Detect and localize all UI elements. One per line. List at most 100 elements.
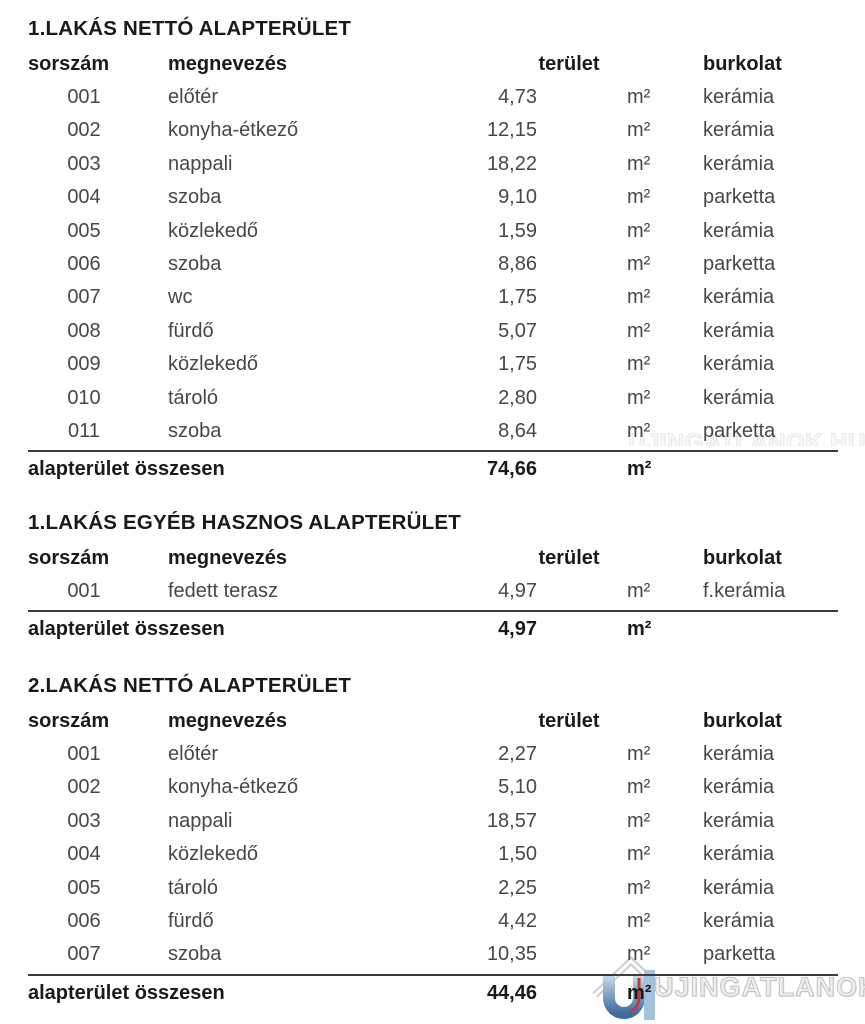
- room-name: tároló: [168, 876, 219, 899]
- area-unit: m²: [627, 286, 651, 309]
- table-2-body: 001 fedett terasz 4,97 m² f.kerámia: [0, 575, 865, 608]
- flooring-value: kerámia: [703, 319, 775, 342]
- table-1-title: 1.LAKÁS NETTÓ ALAPTERÜLET: [28, 17, 352, 40]
- table-row: 001 előtér 4,73 m² kerámia: [28, 81, 838, 114]
- area-value: 12,15: [486, 119, 537, 142]
- area-unit: m²: [627, 152, 651, 175]
- flooring-value: kerámia: [703, 743, 775, 765]
- table-2-header-row: sorszám megnevezés terület burkolat: [28, 542, 838, 575]
- area-unit: m²: [627, 219, 651, 242]
- area-value: 1,75: [498, 353, 537, 376]
- area-value: 1,75: [498, 286, 537, 309]
- table-section-1: 1.LAKÁS NETTÓ ALAPTERÜLET sorszám megnev…: [0, 16, 865, 488]
- table-row: 011 szoba 8,64 m² parketta: [28, 415, 838, 448]
- room-name: közlekedő: [168, 219, 259, 242]
- table-row: 003 nappali 18,57 m² kerámia: [28, 805, 838, 838]
- row-number: 007: [67, 286, 101, 309]
- area-unit: m²: [627, 419, 651, 442]
- table-row: 006 szoba 8,86 m² parketta: [28, 248, 838, 281]
- table-1-body: 001 előtér 4,73 m² kerámia 002 konyha-ét…: [0, 81, 865, 448]
- header-burkolat: burkolat: [703, 53, 782, 75]
- area-value: 4,42: [498, 909, 537, 932]
- flooring-value: f.kerámia: [703, 580, 786, 602]
- area-unit: m²: [627, 386, 651, 409]
- area-value: 18,57: [486, 809, 537, 832]
- table-row: 006 fürdő 4,42 m² kerámia: [28, 905, 838, 938]
- row-number: 005: [67, 876, 101, 899]
- room-name: nappali: [168, 152, 233, 175]
- area-value: 9,10: [498, 186, 537, 209]
- flooring-value: kerámia: [703, 909, 775, 932]
- header-burkolat: burkolat: [703, 547, 782, 569]
- total-unit: m²: [627, 618, 652, 641]
- area-unit: m²: [627, 776, 651, 799]
- table-row: 009 közlekedő 1,75 m² kerámia: [28, 348, 838, 381]
- table-section-2: 1.LAKÁS EGYÉB HASZNOS ALAPTERÜLET sorszá…: [0, 510, 865, 648]
- flooring-value: kerámia: [703, 876, 775, 899]
- row-number: 009: [67, 353, 101, 376]
- area-unit: m²: [627, 843, 651, 866]
- table-2-title: 1.LAKÁS EGYÉB HASZNOS ALAPTERÜLET: [28, 511, 461, 534]
- flooring-value: parketta: [703, 252, 776, 275]
- row-number: 011: [68, 419, 100, 442]
- table-3-title: 2.LAKÁS NETTÓ ALAPTERÜLET: [28, 674, 352, 697]
- room-name: közlekedő: [168, 353, 259, 376]
- header-terulet: terület: [538, 53, 600, 75]
- logo-red-accent: [629, 978, 641, 1014]
- total-value: 74,66: [486, 458, 537, 481]
- room-name: előtér: [168, 86, 219, 108]
- room-name: tároló: [168, 386, 219, 409]
- header-terulet: terület: [538, 547, 600, 569]
- area-value: 1,50: [498, 843, 537, 866]
- table-3-body: 001 előtér 2,27 m² kerámia 002 konyha-ét…: [0, 738, 865, 972]
- flooring-value: parketta: [703, 943, 776, 966]
- row-number: 001: [67, 743, 101, 765]
- header-sorszam: sorszám: [28, 710, 110, 732]
- total-unit: m²: [627, 981, 652, 1004]
- table-row: 007 szoba 10,35 m² parketta: [28, 938, 838, 971]
- flooring-value: kerámia: [703, 386, 775, 409]
- total-value: 4,97: [498, 618, 537, 641]
- area-unit: m²: [627, 86, 651, 108]
- header-burkolat: burkolat: [703, 710, 782, 732]
- table-1-total-row: alapterület összesen 74,66 m²: [28, 450, 838, 488]
- room-name: szoba: [168, 943, 222, 966]
- row-number: 005: [67, 219, 101, 242]
- room-name: fedett terasz: [168, 580, 279, 602]
- row-number: 006: [67, 909, 101, 932]
- area-value: 4,73: [498, 86, 537, 108]
- flooring-value: kerámia: [703, 843, 775, 866]
- ujingatlanok-logo-icon: [592, 956, 670, 1020]
- table-row: 010 tároló 2,80 m² kerámia: [28, 382, 838, 415]
- table-row: 004 közlekedő 1,50 m² kerámia: [28, 838, 838, 871]
- header-sorszam: sorszám: [28, 547, 110, 569]
- row-number: 001: [67, 580, 101, 602]
- area-unit: m²: [627, 743, 651, 765]
- header-megnevezes: megnevezés: [168, 53, 287, 75]
- area-unit: m²: [627, 943, 651, 966]
- area-value: 10,35: [486, 943, 537, 966]
- table-1-header-row: sorszám megnevezés terület burkolat: [28, 48, 838, 81]
- row-number: 002: [67, 119, 101, 142]
- room-name: szoba: [168, 252, 222, 275]
- row-number: 003: [67, 152, 101, 175]
- total-label: alapterület összesen: [28, 458, 225, 481]
- table-row: 004 szoba 9,10 m² parketta: [28, 181, 838, 214]
- total-label: alapterület összesen: [28, 618, 225, 641]
- watermark-text: UJINGATLANOK.HU: [653, 971, 865, 1002]
- area-value: 8,64: [498, 419, 537, 442]
- row-number: 004: [67, 186, 101, 209]
- row-number: 010: [67, 386, 101, 409]
- table-section-3: 2.LAKÁS NETTÓ ALAPTERÜLET sorszám megnev…: [0, 673, 865, 1012]
- area-value: 8,86: [498, 252, 537, 275]
- flooring-value: kerámia: [703, 219, 775, 242]
- table-row: 007 wc 1,75 m² kerámia: [28, 281, 838, 314]
- watermark-faint: UJINGATLANOK.HU: [628, 429, 865, 446]
- area-unit: m²: [627, 319, 651, 342]
- total-label: alapterület összesen: [28, 981, 225, 1004]
- watermark: UJINGATLANOK.HU: [592, 948, 865, 1024]
- table-3-header-row: sorszám megnevezés terület burkolat: [28, 705, 838, 738]
- flooring-value: kerámia: [703, 286, 775, 309]
- area-unit: m²: [627, 809, 651, 832]
- flooring-value: parketta: [703, 419, 776, 442]
